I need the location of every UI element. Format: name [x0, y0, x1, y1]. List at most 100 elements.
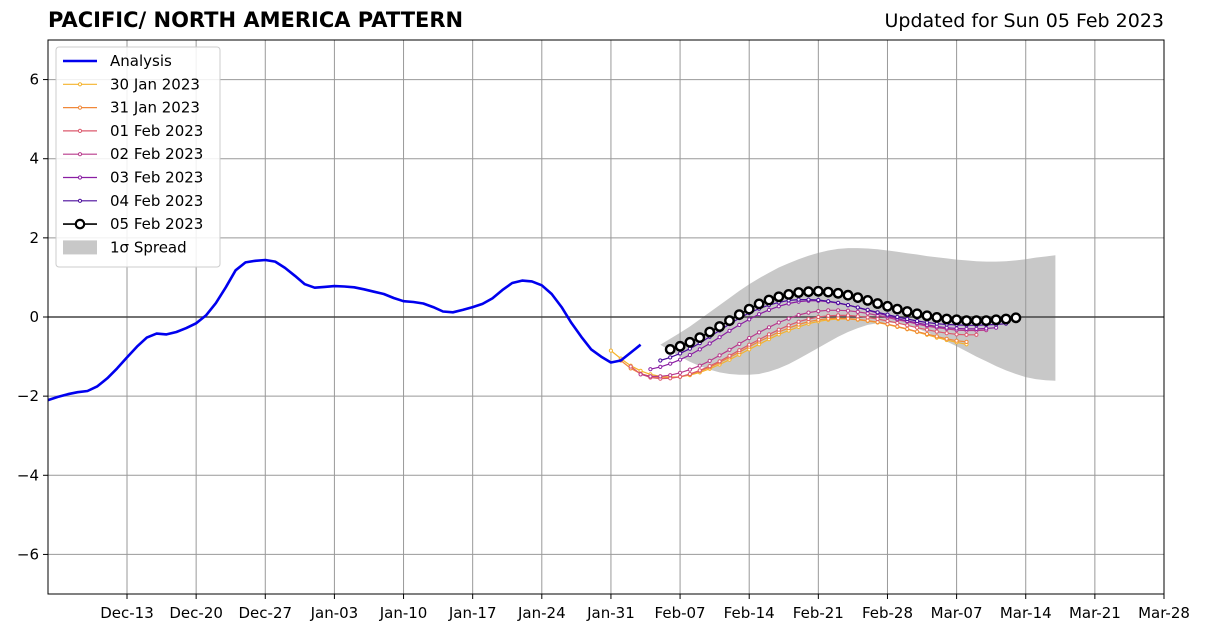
forecast-point [865, 307, 870, 312]
forecast-point [905, 326, 910, 331]
forecast-point [915, 318, 920, 324]
y-tick-label: −4 [17, 466, 39, 484]
forecast-point [658, 374, 663, 379]
forecast-point [1010, 312, 1022, 324]
forecast-point [855, 305, 860, 310]
forecast-point [944, 331, 949, 336]
forecast-point [678, 374, 683, 379]
forecast-point [934, 334, 939, 339]
forecast-point [747, 317, 752, 322]
forecast-point [911, 308, 923, 320]
forecast-point [862, 294, 874, 306]
forecast-point [648, 367, 653, 372]
forecast-point [658, 358, 663, 363]
forecast-point [984, 326, 989, 331]
forecast-point [668, 355, 673, 360]
forecast-point [941, 313, 953, 325]
forecast-point [776, 320, 781, 325]
forecast-point [724, 315, 735, 326]
forecast-point [776, 304, 781, 309]
forecast-point [964, 332, 969, 337]
forecast-point [836, 313, 841, 318]
x-tick-label: Feb-14 [724, 604, 775, 622]
forecast-point [687, 367, 693, 372]
x-tick-label: Dec-13 [100, 604, 154, 622]
forecast-point [915, 329, 920, 334]
forecast-point [974, 332, 979, 337]
forecast-point [961, 315, 972, 326]
forecast-point [915, 325, 920, 330]
forecast-point [678, 357, 683, 362]
forecast-point [766, 307, 772, 312]
forecast-point [806, 310, 811, 315]
legend-entry: 01 Feb 2023 [63, 122, 203, 140]
forecast-point [826, 299, 831, 304]
forecast-point [891, 303, 903, 315]
forecast-point [875, 316, 880, 322]
forecast-point [954, 332, 959, 337]
series-layer [47, 258, 1022, 402]
x-tick-label: Mar-14 [1000, 604, 1052, 622]
x-tick-label: Mar-07 [931, 604, 983, 622]
forecast-point [796, 297, 801, 302]
forecast-point [796, 319, 801, 324]
x-tick-label: Jan-24 [517, 604, 566, 622]
forecast-point [924, 331, 930, 337]
legend-entry: 03 Feb 2023 [63, 169, 203, 187]
x-tick-label: Jan-10 [379, 604, 428, 622]
legend-label: 1σ Spread [110, 238, 187, 256]
forecast-point [836, 308, 841, 313]
forecast-point [885, 318, 890, 324]
forecast-point [924, 327, 930, 332]
forecast-point [707, 364, 712, 369]
forecast-point [990, 314, 1002, 326]
forecast-point [803, 286, 814, 298]
forecast-point [776, 327, 781, 332]
forecast-point [668, 361, 673, 366]
forecast-point [697, 368, 702, 373]
y-tick-label: 4 [29, 150, 39, 168]
forecast-point [783, 288, 795, 300]
y-tick-label: 2 [29, 229, 39, 247]
legend-entry: 04 Feb 2023 [63, 192, 203, 210]
forecast-point [737, 341, 742, 346]
forecast-series [628, 313, 979, 381]
forecast-point [747, 342, 752, 347]
x-tick-label: Feb-28 [862, 604, 913, 622]
forecast-point [757, 330, 762, 335]
forecast-point [845, 308, 851, 313]
forecast-point [733, 309, 745, 320]
forecast-point [766, 332, 772, 337]
forecast-point [737, 348, 742, 353]
forecast-point [793, 287, 804, 298]
forecast-point [766, 325, 772, 330]
forecast-point [921, 310, 933, 322]
analysis-line [47, 258, 642, 402]
forecast-point [822, 286, 834, 298]
forecast-point [964, 326, 969, 331]
forecast-point [895, 324, 900, 329]
forecast-point [763, 294, 775, 306]
forecast-point [826, 313, 831, 318]
forecast-point [697, 363, 702, 368]
forecast-point [924, 320, 930, 325]
forecast-point [796, 312, 801, 318]
forecast-point [832, 287, 844, 299]
forecast-point [674, 340, 686, 352]
forecast-point [905, 323, 910, 328]
forecast-point [737, 322, 742, 327]
forecast-point [845, 303, 851, 308]
legend-marker [77, 128, 83, 133]
x-tick-label: Jan-17 [448, 604, 497, 622]
x-tick-label: Feb-07 [655, 604, 706, 622]
forecast-point [954, 326, 959, 331]
forecast-point [757, 337, 762, 342]
legend-label: Analysis [110, 52, 172, 70]
forecast-point [974, 326, 979, 331]
forecast-point [885, 312, 890, 317]
forecast-point [842, 289, 854, 301]
forecast-point [806, 316, 811, 322]
legend-marker [77, 152, 83, 157]
legend-entry: 1σ Spread [63, 238, 187, 256]
